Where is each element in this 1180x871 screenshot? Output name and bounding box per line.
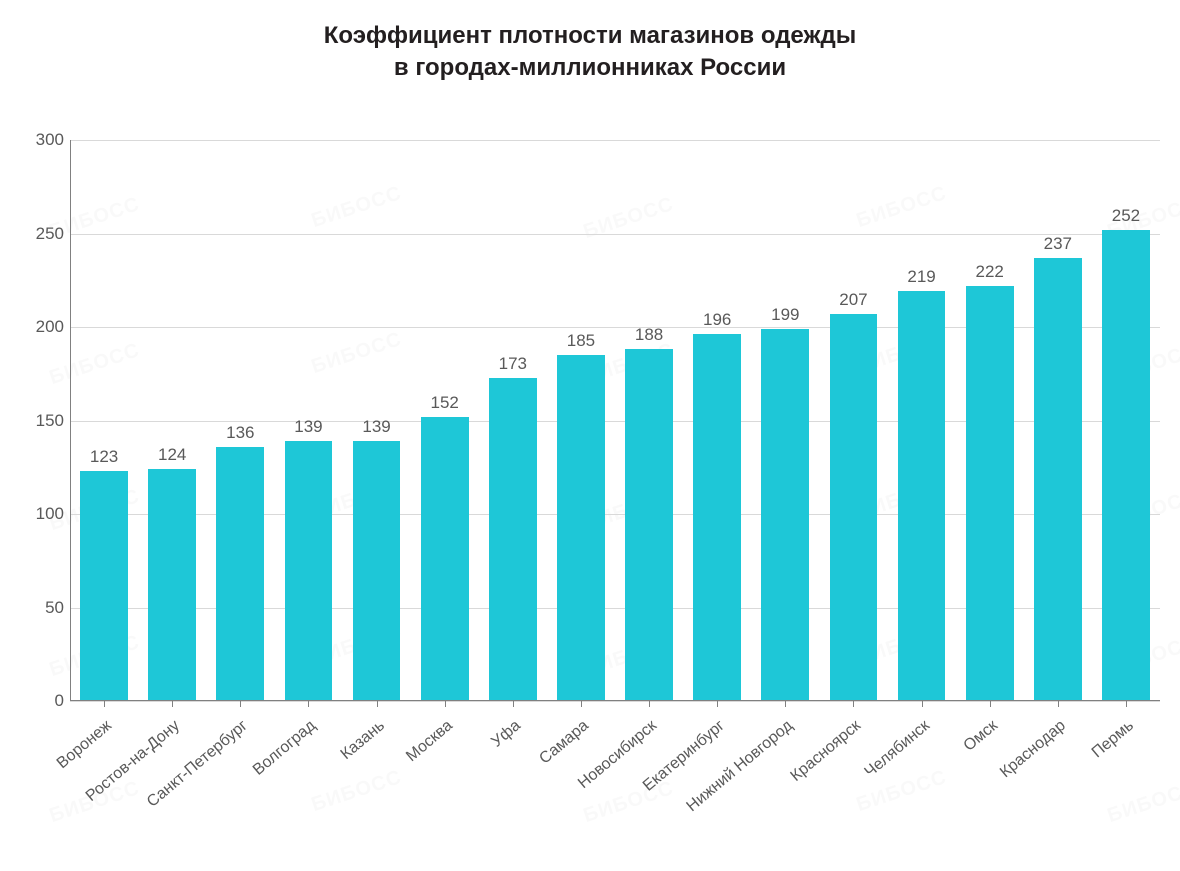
y-axis-tick: 0	[20, 691, 64, 711]
bar-value-label: 252	[1102, 206, 1150, 230]
watermark: БИБОСС	[309, 182, 405, 233]
bar: 173Уфа	[489, 378, 537, 702]
x-axis-tick	[308, 701, 309, 707]
watermark: БИБОСС	[309, 328, 405, 379]
watermark: БИБОСС	[581, 193, 677, 244]
bar-value-label: 222	[966, 262, 1014, 286]
bar: 196Екатеринбург	[693, 334, 741, 701]
bar-value-label: 199	[761, 305, 809, 329]
bar-value-label: 123	[80, 447, 128, 471]
y-axis-tick: 300	[20, 130, 64, 150]
bar: 152Москва	[421, 417, 469, 701]
bar: 237Краснодар	[1034, 258, 1082, 701]
x-axis-tick	[104, 701, 105, 707]
bar: 123Воронеж	[80, 471, 128, 701]
y-axis-line	[70, 140, 71, 701]
x-axis-label: Омск	[990, 692, 1031, 731]
watermark: БИБОСС	[1104, 777, 1180, 828]
chart-title: Коэффициент плотности магазинов одежды в…	[0, 20, 1180, 85]
watermark: БИБОСС	[47, 339, 143, 390]
bar: 252Пермь	[1102, 230, 1150, 701]
bar-value-label: 219	[898, 267, 946, 291]
bar: 185Самара	[557, 355, 605, 701]
x-axis-tick	[717, 701, 718, 707]
x-axis-tick	[922, 701, 923, 707]
bar: 124Ростов-на-Дону	[148, 469, 196, 701]
bar-value-label: 139	[353, 417, 401, 441]
x-axis-tick	[172, 701, 173, 707]
y-axis-tick: 100	[20, 504, 64, 524]
x-axis-tick	[377, 701, 378, 707]
y-axis-tick: 50	[20, 598, 64, 618]
bar-value-label: 196	[693, 310, 741, 334]
gridline	[70, 234, 1160, 235]
x-axis-tick	[1058, 701, 1059, 707]
bar: 207Красноярск	[830, 314, 878, 701]
y-axis-tick: 150	[20, 411, 64, 431]
x-axis-line	[70, 700, 1160, 701]
x-axis-tick	[785, 701, 786, 707]
x-axis-tick	[445, 701, 446, 707]
y-axis-tick: 250	[20, 224, 64, 244]
bar: 188Новосибирск	[625, 349, 673, 701]
x-axis-tick	[581, 701, 582, 707]
x-axis-label: Пермь	[1126, 686, 1175, 731]
bar-value-label: 207	[830, 290, 878, 314]
x-axis-tick	[990, 701, 991, 707]
watermark: БИБОСС	[854, 182, 950, 233]
chart-title-line2: в городах-миллионниках России	[394, 54, 786, 81]
x-axis-tick	[853, 701, 854, 707]
bar: 222Омск	[966, 286, 1014, 701]
y-axis-tick: 200	[20, 317, 64, 337]
gridline	[70, 140, 1160, 141]
bar-value-label: 237	[1034, 234, 1082, 258]
bar: 139Волгоград	[285, 441, 333, 701]
x-axis-tick	[649, 701, 650, 707]
chart-title-line1: Коэффициент плотности магазинов одежды	[324, 22, 856, 49]
bar-value-label: 185	[557, 331, 605, 355]
bar: 136Санкт-Петербург	[216, 447, 264, 701]
x-axis-tick	[240, 701, 241, 707]
bar-value-label: 139	[285, 417, 333, 441]
x-axis-tick	[513, 701, 514, 707]
chart-container: Коэффициент плотности магазинов одежды в…	[0, 0, 1180, 871]
bar-value-label: 188	[625, 325, 673, 349]
bar-value-label: 124	[148, 445, 196, 469]
bar: 199Нижний Новгород	[761, 329, 809, 701]
x-axis-tick	[1126, 701, 1127, 707]
bar-value-label: 152	[421, 393, 469, 417]
bar-value-label: 136	[216, 423, 264, 447]
bar: 219Челябинск	[898, 291, 946, 701]
watermark: БИБОСС	[309, 766, 405, 817]
bar-value-label: 173	[489, 354, 537, 378]
bar: 139Казань	[353, 441, 401, 701]
plot-area: БИБОССБИБОССБИБОССБИБОССБИБОССБИБОССБИБО…	[70, 140, 1160, 701]
